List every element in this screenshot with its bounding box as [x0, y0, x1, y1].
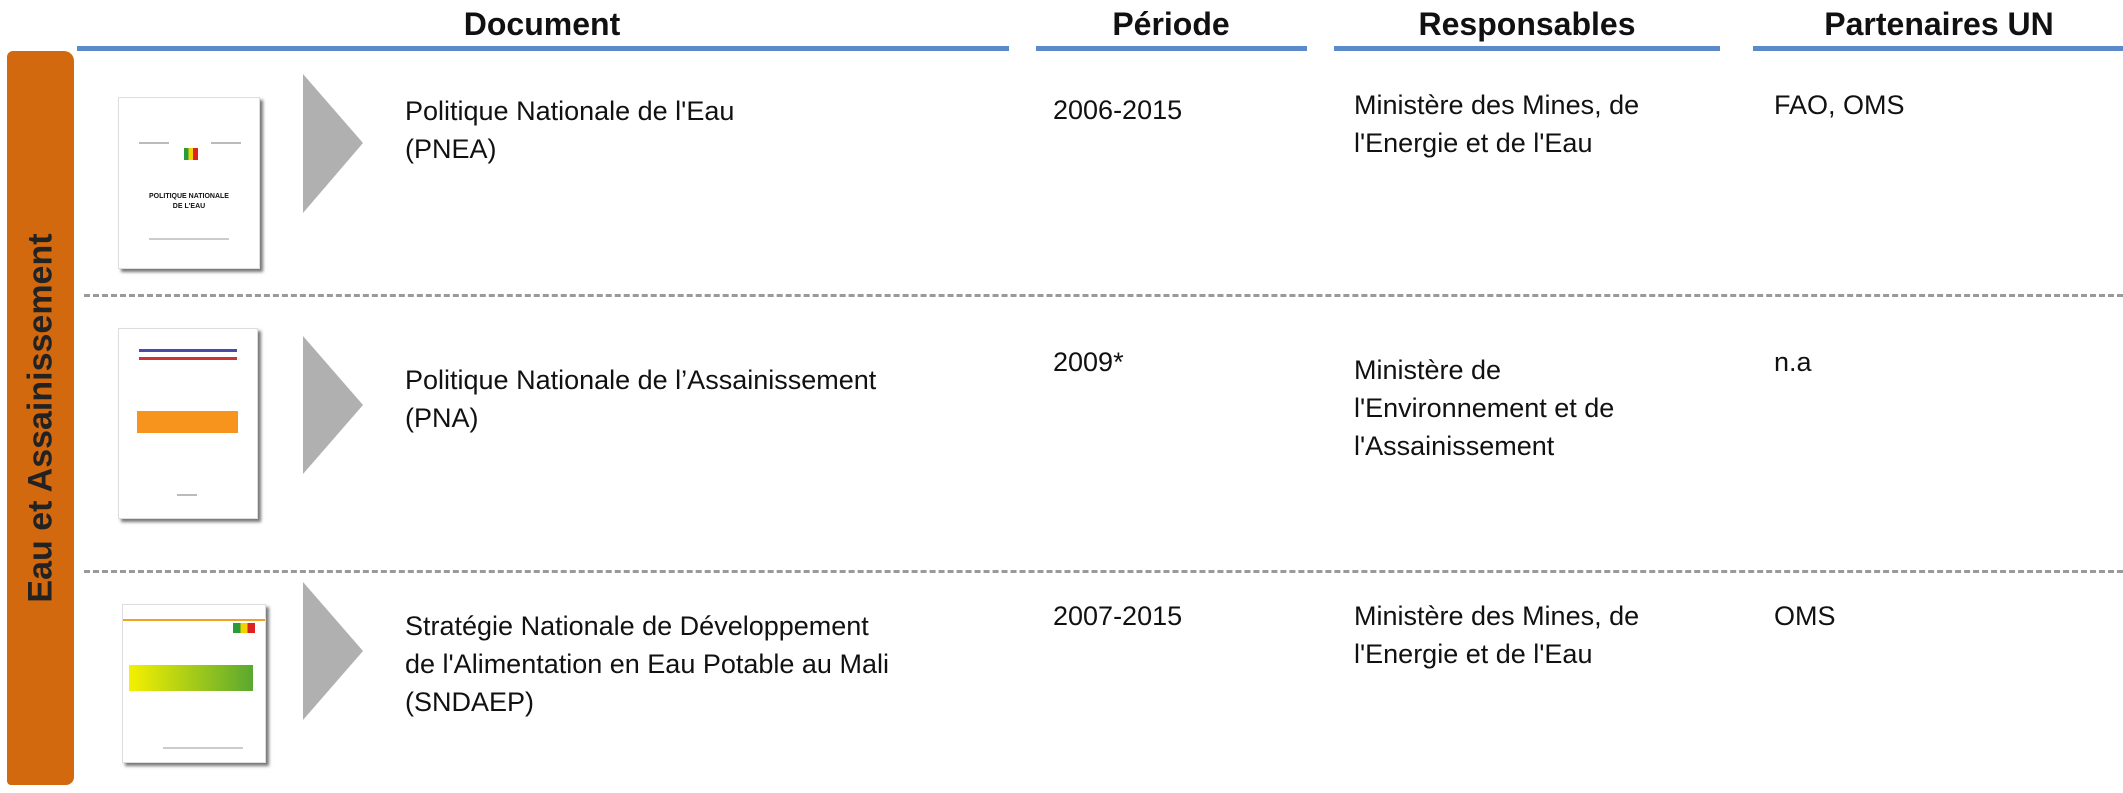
- document-title-line: (PNA): [405, 399, 876, 437]
- responsables-line: Ministère des Mines, de: [1354, 597, 1639, 635]
- document-title: Politique Nationale de l’Assainissement(…: [405, 361, 876, 437]
- period: 2006-2015: [1053, 91, 1182, 129]
- responsables-line: Ministère des Mines, de: [1354, 86, 1639, 124]
- document-title-line: de l'Alimentation en Eau Potable au Mali: [405, 645, 889, 683]
- responsables-line: l'Environnement et de: [1354, 389, 1614, 427]
- document-title-line: Politique Nationale de l'Eau: [405, 92, 734, 130]
- period: 2009*: [1053, 343, 1124, 381]
- document-title: Politique Nationale de l'Eau(PNEA): [405, 92, 734, 168]
- thumb-line: [211, 142, 241, 144]
- period: 2007-2015: [1053, 597, 1182, 635]
- document-title-line: Stratégie Nationale de Développement: [405, 607, 889, 645]
- responsables-line: Ministère de: [1354, 351, 1614, 389]
- column-header: Document: [342, 6, 742, 43]
- document-thumbnail: [118, 328, 258, 519]
- flag: [184, 148, 198, 160]
- document-title-line: (SNDAEP): [405, 683, 889, 721]
- page: {"header": {"columns": ["Document", "Pér…: [0, 0, 2123, 793]
- thumb-line: [123, 619, 265, 621]
- thumb-line: [139, 142, 169, 144]
- document-title-line: Politique Nationale de l’Assainissement: [405, 361, 876, 399]
- thumb-line: [163, 747, 243, 749]
- column-header: Partenaires UN: [1739, 6, 2123, 43]
- thumb-line: [139, 349, 237, 352]
- thumbnail-title-line: POLITIQUE NATIONALE: [119, 192, 259, 202]
- arrow: [303, 582, 363, 720]
- thumb-band: [129, 665, 253, 691]
- thumb-line: [177, 494, 197, 496]
- thumb-band: [137, 411, 238, 433]
- thumb-line: [139, 357, 237, 360]
- thumb-line: [149, 238, 229, 240]
- partners: OMS: [1774, 597, 1836, 635]
- responsables-line: l'Assainissement: [1354, 427, 1614, 465]
- partners: n.a: [1774, 343, 1812, 381]
- document-title-line: (PNEA): [405, 130, 734, 168]
- thumbnail-title-line: DE L'EAU: [119, 202, 259, 212]
- arrow: [303, 74, 363, 213]
- partners: FAO, OMS: [1774, 86, 1905, 124]
- column-header: Période: [971, 6, 1371, 43]
- flag: [233, 623, 255, 633]
- responsables-line: l'Energie et de l'Eau: [1354, 124, 1639, 162]
- document-thumbnail: [122, 604, 266, 763]
- column-header: Responsables: [1327, 6, 1727, 43]
- arrow: [303, 336, 363, 474]
- responsables-line: l'Energie et de l'Eau: [1354, 635, 1639, 673]
